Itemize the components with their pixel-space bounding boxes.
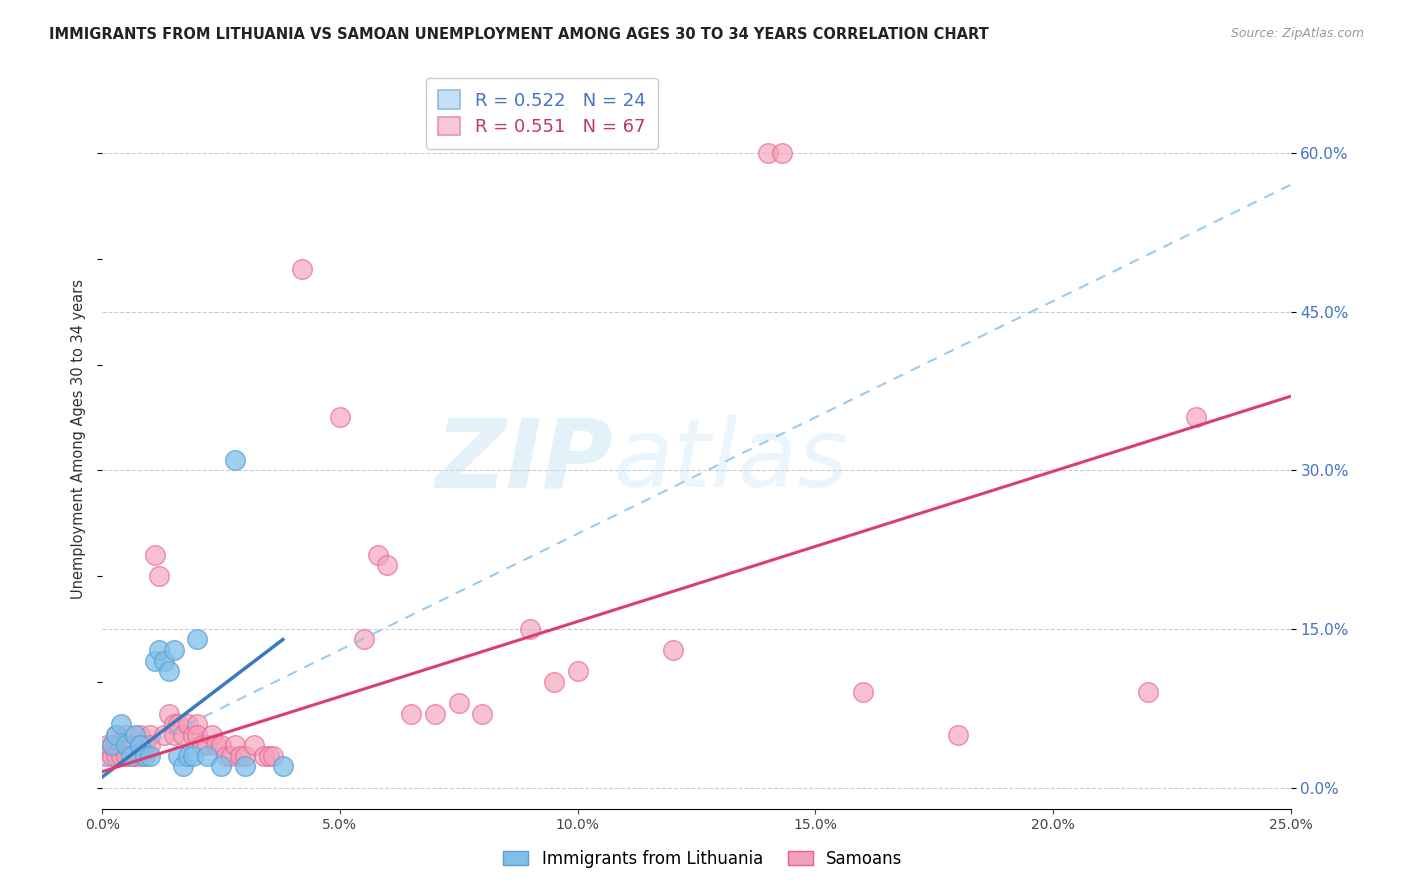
Point — [209, 738, 232, 752]
Point — [115, 738, 138, 752]
Point — [186, 717, 208, 731]
Point — [209, 759, 232, 773]
Point — [143, 654, 166, 668]
Point — [129, 748, 152, 763]
Point — [215, 748, 238, 763]
Point — [105, 728, 128, 742]
Point — [96, 748, 118, 763]
Point — [181, 728, 204, 742]
Point — [353, 632, 375, 647]
Point — [139, 748, 162, 763]
Point — [148, 569, 170, 583]
Point — [233, 748, 256, 763]
Point — [143, 548, 166, 562]
Point — [423, 706, 446, 721]
Point — [195, 738, 218, 752]
Point — [852, 685, 875, 699]
Point — [115, 728, 138, 742]
Point — [167, 748, 190, 763]
Point — [129, 728, 152, 742]
Point — [100, 738, 122, 752]
Point — [186, 632, 208, 647]
Point — [243, 738, 266, 752]
Point — [110, 748, 132, 763]
Point — [129, 738, 152, 752]
Point — [177, 748, 200, 763]
Y-axis label: Unemployment Among Ages 30 to 34 years: Unemployment Among Ages 30 to 34 years — [72, 278, 86, 599]
Point — [377, 558, 399, 573]
Point — [153, 654, 176, 668]
Point — [253, 748, 276, 763]
Point — [367, 548, 389, 562]
Point — [162, 643, 184, 657]
Point — [447, 696, 470, 710]
Point — [115, 748, 138, 763]
Point — [167, 717, 190, 731]
Point — [162, 728, 184, 742]
Point — [756, 146, 779, 161]
Point — [219, 748, 242, 763]
Point — [134, 748, 156, 763]
Point — [120, 748, 142, 763]
Point — [195, 748, 218, 763]
Point — [120, 748, 142, 763]
Point — [96, 738, 118, 752]
Point — [224, 452, 246, 467]
Point — [257, 748, 280, 763]
Point — [100, 738, 122, 752]
Point — [233, 759, 256, 773]
Point — [567, 664, 589, 678]
Point — [124, 738, 146, 752]
Point — [1136, 685, 1159, 699]
Point — [186, 728, 208, 742]
Point — [399, 706, 422, 721]
Point — [105, 748, 128, 763]
Point — [177, 717, 200, 731]
Point — [224, 738, 246, 752]
Point — [148, 643, 170, 657]
Point — [157, 664, 180, 678]
Point — [172, 728, 194, 742]
Text: IMMIGRANTS FROM LITHUANIA VS SAMOAN UNEMPLOYMENT AMONG AGES 30 TO 34 YEARS CORRE: IMMIGRANTS FROM LITHUANIA VS SAMOAN UNEM… — [49, 27, 988, 42]
Point — [291, 262, 314, 277]
Point — [329, 410, 352, 425]
Text: Source: ZipAtlas.com: Source: ZipAtlas.com — [1230, 27, 1364, 40]
Point — [191, 738, 214, 752]
Legend: Immigrants from Lithuania, Samoans: Immigrants from Lithuania, Samoans — [496, 844, 910, 875]
Point — [105, 728, 128, 742]
Point — [134, 738, 156, 752]
Point — [519, 622, 541, 636]
Point — [124, 748, 146, 763]
Point — [262, 748, 284, 763]
Point — [120, 738, 142, 752]
Point — [153, 728, 176, 742]
Point — [229, 748, 252, 763]
Point — [129, 738, 152, 752]
Point — [100, 748, 122, 763]
Point — [271, 759, 294, 773]
Point — [157, 706, 180, 721]
Point — [172, 759, 194, 773]
Point — [105, 738, 128, 752]
Point — [661, 643, 683, 657]
Point — [205, 738, 228, 752]
Text: atlas: atlas — [613, 414, 848, 508]
Point — [162, 717, 184, 731]
Point — [200, 728, 222, 742]
Point — [139, 738, 162, 752]
Point — [110, 738, 132, 752]
Legend: R = 0.522   N = 24, R = 0.551   N = 67: R = 0.522 N = 24, R = 0.551 N = 67 — [426, 78, 658, 149]
Point — [770, 146, 793, 161]
Point — [139, 728, 162, 742]
Point — [1184, 410, 1206, 425]
Point — [110, 717, 132, 731]
Text: ZIP: ZIP — [436, 414, 613, 508]
Point — [946, 728, 969, 742]
Point — [181, 748, 204, 763]
Point — [543, 674, 565, 689]
Point — [115, 738, 138, 752]
Point — [471, 706, 494, 721]
Point — [124, 728, 146, 742]
